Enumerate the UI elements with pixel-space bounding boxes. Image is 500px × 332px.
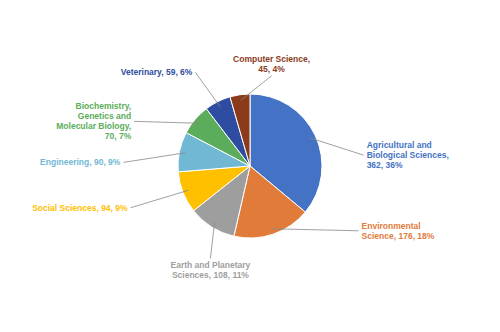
leader-line	[123, 153, 185, 163]
slice-label-line: Sciences, 108, 11%	[172, 270, 249, 280]
slice-label: EnvironmentalScience, 176, 18%	[362, 221, 435, 241]
slice-label-line: Genetics and	[78, 111, 131, 121]
pie-slice	[230, 94, 250, 166]
leader-line	[134, 121, 199, 123]
leader-line	[131, 190, 189, 207]
leader-lines	[123, 72, 363, 258]
slice-label-line: 70, 7%	[105, 131, 132, 141]
slice-label: Social Sciences, 94, 9%	[32, 203, 128, 213]
slice-label-line: 362, 36%	[367, 160, 403, 170]
slice-label-line: Computer Science,	[233, 54, 310, 64]
leader-line	[210, 222, 214, 258]
slice-label-line: Science, 176, 18%	[362, 231, 435, 241]
pie-slice	[178, 166, 250, 211]
leader-line	[271, 229, 358, 231]
slice-label: Agricultural andBiological Sciences,362,…	[367, 140, 449, 170]
slice-label-line: Biological Sciences,	[367, 150, 449, 160]
slice-label-line: Earth and Planetary	[170, 260, 250, 270]
slice-label: Engineering, 90, 9%	[40, 157, 121, 167]
slice-label: Earth and PlanetarySciences, 108, 11%	[170, 260, 250, 280]
leader-line	[241, 76, 272, 101]
pie: Agricultural andBiological Sciences,362,…	[32, 54, 449, 281]
slice-label-line: Social Sciences, 94, 9%	[32, 203, 128, 213]
slice-label-line: 45, 4%	[258, 64, 285, 74]
slice-label-line: Molecular Biology,	[56, 121, 131, 131]
slice-label-line: Agricultural and	[367, 140, 432, 150]
slice-label-line: Veterinary, 59, 6%	[121, 67, 193, 77]
slice-label-line: Environmental	[362, 221, 421, 231]
leader-line	[195, 72, 220, 106]
slice-label-line: Biochemistry,	[76, 101, 132, 111]
leader-line	[310, 138, 364, 155]
slice-label: Computer Science,45, 4%	[233, 54, 310, 74]
slice-label: Veterinary, 59, 6%	[121, 67, 193, 77]
slice-label: Biochemistry,Genetics andMolecular Biolo…	[56, 101, 131, 141]
chart: Agricultural andBiological Sciences,362,…	[0, 0, 500, 332]
slice-labels: Agricultural andBiological Sciences,362,…	[32, 54, 449, 281]
slice-label-line: Engineering, 90, 9%	[40, 157, 121, 167]
